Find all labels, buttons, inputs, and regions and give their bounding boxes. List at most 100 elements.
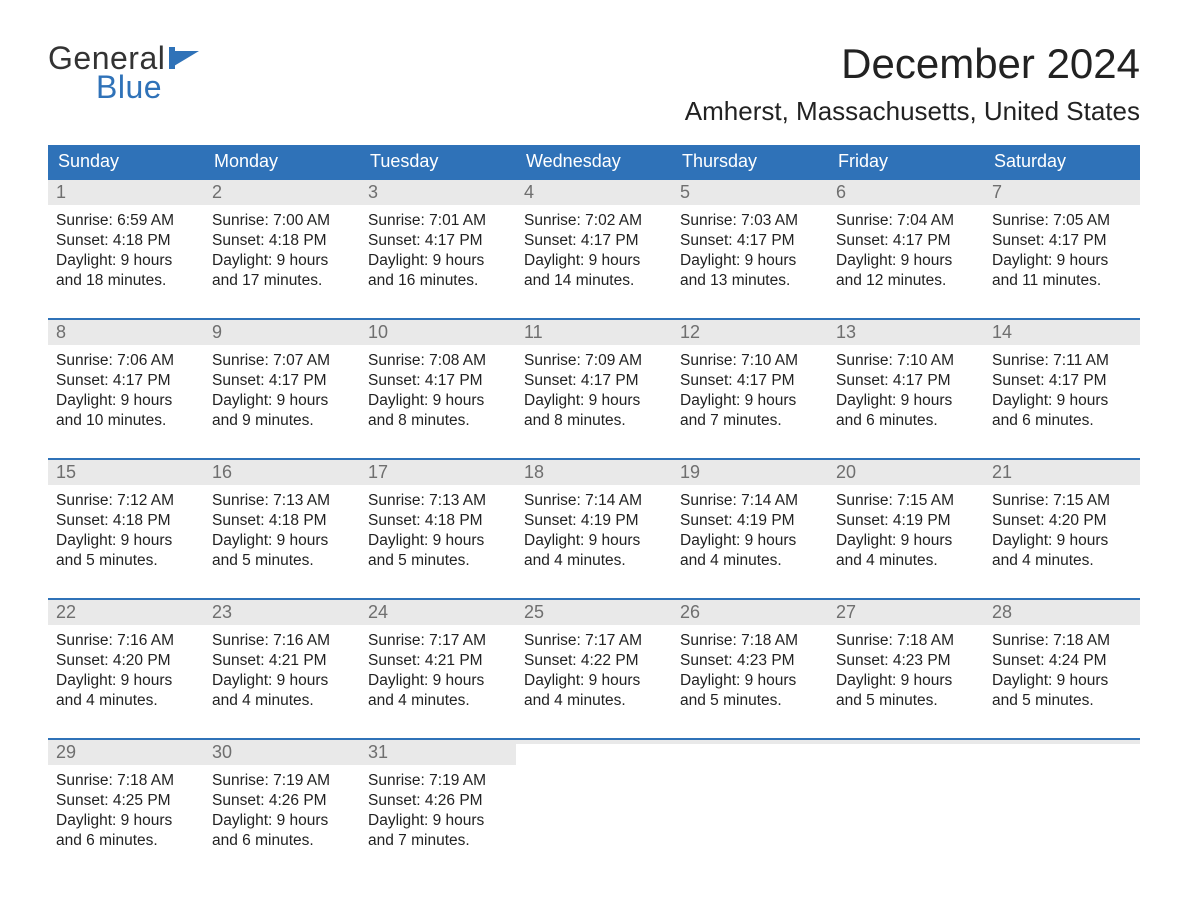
sunset-line: Sunset: 4:24 PM [992, 651, 1132, 671]
daylight-line-2: and 4 minutes. [524, 551, 664, 571]
calendar-day: 7Sunrise: 7:05 AMSunset: 4:17 PMDaylight… [984, 180, 1140, 300]
sunrise-line: Sunrise: 7:18 AM [680, 631, 820, 651]
daylight-line-2: and 6 minutes. [836, 411, 976, 431]
sunrise-line: Sunrise: 7:05 AM [992, 211, 1132, 231]
sunrise-line: Sunrise: 6:59 AM [56, 211, 196, 231]
daylight-line-2: and 4 minutes. [212, 691, 352, 711]
sunset-line: Sunset: 4:18 PM [212, 511, 352, 531]
sunset-line: Sunset: 4:17 PM [56, 371, 196, 391]
day-body: Sunrise: 7:19 AMSunset: 4:26 PMDaylight:… [360, 765, 516, 856]
month-title: December 2024 [685, 40, 1140, 88]
day-body: Sunrise: 7:17 AMSunset: 4:21 PMDaylight:… [360, 625, 516, 716]
daylight-line-2: and 4 minutes. [992, 551, 1132, 571]
daylight-line-1: Daylight: 9 hours [212, 811, 352, 831]
day-body: Sunrise: 7:11 AMSunset: 4:17 PMDaylight:… [984, 345, 1140, 436]
daylight-line-1: Daylight: 9 hours [524, 671, 664, 691]
sunset-line: Sunset: 4:18 PM [56, 511, 196, 531]
calendar-day [984, 740, 1140, 860]
day-body: Sunrise: 7:12 AMSunset: 4:18 PMDaylight:… [48, 485, 204, 576]
day-body: Sunrise: 7:14 AMSunset: 4:19 PMDaylight:… [516, 485, 672, 576]
calendar-day [828, 740, 984, 860]
daylight-line-2: and 5 minutes. [992, 691, 1132, 711]
sunset-line: Sunset: 4:23 PM [836, 651, 976, 671]
day-body: Sunrise: 7:14 AMSunset: 4:19 PMDaylight:… [672, 485, 828, 576]
calendar-day: 21Sunrise: 7:15 AMSunset: 4:20 PMDayligh… [984, 460, 1140, 580]
calendar-day [672, 740, 828, 860]
daylight-line-2: and 6 minutes. [212, 831, 352, 851]
calendar-day: 3Sunrise: 7:01 AMSunset: 4:17 PMDaylight… [360, 180, 516, 300]
sunset-line: Sunset: 4:19 PM [680, 511, 820, 531]
sunset-line: Sunset: 4:17 PM [680, 371, 820, 391]
sunset-line: Sunset: 4:18 PM [56, 231, 196, 251]
daylight-line-1: Daylight: 9 hours [836, 391, 976, 411]
sunrise-line: Sunrise: 7:15 AM [992, 491, 1132, 511]
sunset-line: Sunset: 4:17 PM [212, 371, 352, 391]
daylight-line-1: Daylight: 9 hours [992, 531, 1132, 551]
daylight-line-1: Daylight: 9 hours [368, 251, 508, 271]
day-number: 1 [48, 180, 204, 205]
daylight-line-1: Daylight: 9 hours [836, 251, 976, 271]
calendar-day: 16Sunrise: 7:13 AMSunset: 4:18 PMDayligh… [204, 460, 360, 580]
calendar-day: 25Sunrise: 7:17 AMSunset: 4:22 PMDayligh… [516, 600, 672, 720]
day-number: 19 [672, 460, 828, 485]
day-body: Sunrise: 7:16 AMSunset: 4:20 PMDaylight:… [48, 625, 204, 716]
calendar: SundayMondayTuesdayWednesdayThursdayFrid… [48, 145, 1140, 860]
sunrise-line: Sunrise: 7:13 AM [368, 491, 508, 511]
day-number: 10 [360, 320, 516, 345]
calendar-day: 8Sunrise: 7:06 AMSunset: 4:17 PMDaylight… [48, 320, 204, 440]
daylight-line-1: Daylight: 9 hours [836, 531, 976, 551]
calendar-week: 1Sunrise: 6:59 AMSunset: 4:18 PMDaylight… [48, 178, 1140, 300]
day-number: 29 [48, 740, 204, 765]
daylight-line-2: and 4 minutes. [680, 551, 820, 571]
calendar-day: 26Sunrise: 7:18 AMSunset: 4:23 PMDayligh… [672, 600, 828, 720]
dow-header-cell: Friday [828, 145, 984, 178]
sunrise-line: Sunrise: 7:10 AM [836, 351, 976, 371]
sunset-line: Sunset: 4:17 PM [836, 371, 976, 391]
sunrise-line: Sunrise: 7:07 AM [212, 351, 352, 371]
sunrise-line: Sunrise: 7:11 AM [992, 351, 1132, 371]
day-body: Sunrise: 7:18 AMSunset: 4:23 PMDaylight:… [672, 625, 828, 716]
day-number: 7 [984, 180, 1140, 205]
sunset-line: Sunset: 4:21 PM [212, 651, 352, 671]
daylight-line-2: and 17 minutes. [212, 271, 352, 291]
day-number: 8 [48, 320, 204, 345]
sunset-line: Sunset: 4:19 PM [836, 511, 976, 531]
calendar-day: 12Sunrise: 7:10 AMSunset: 4:17 PMDayligh… [672, 320, 828, 440]
calendar-day: 30Sunrise: 7:19 AMSunset: 4:26 PMDayligh… [204, 740, 360, 860]
calendar-day: 18Sunrise: 7:14 AMSunset: 4:19 PMDayligh… [516, 460, 672, 580]
sunset-line: Sunset: 4:25 PM [56, 791, 196, 811]
daylight-line-1: Daylight: 9 hours [680, 251, 820, 271]
sunrise-line: Sunrise: 7:06 AM [56, 351, 196, 371]
daylight-line-1: Daylight: 9 hours [524, 251, 664, 271]
day-body: Sunrise: 7:00 AMSunset: 4:18 PMDaylight:… [204, 205, 360, 296]
calendar-week: 22Sunrise: 7:16 AMSunset: 4:20 PMDayligh… [48, 598, 1140, 720]
day-number: 2 [204, 180, 360, 205]
day-body: Sunrise: 7:18 AMSunset: 4:23 PMDaylight:… [828, 625, 984, 716]
day-body: Sunrise: 7:17 AMSunset: 4:22 PMDaylight:… [516, 625, 672, 716]
sunset-line: Sunset: 4:19 PM [524, 511, 664, 531]
calendar-day: 13Sunrise: 7:10 AMSunset: 4:17 PMDayligh… [828, 320, 984, 440]
daylight-line-1: Daylight: 9 hours [680, 531, 820, 551]
calendar-day: 24Sunrise: 7:17 AMSunset: 4:21 PMDayligh… [360, 600, 516, 720]
calendar-day: 20Sunrise: 7:15 AMSunset: 4:19 PMDayligh… [828, 460, 984, 580]
daylight-line-1: Daylight: 9 hours [56, 251, 196, 271]
sunrise-line: Sunrise: 7:16 AM [56, 631, 196, 651]
daylight-line-2: and 4 minutes. [368, 691, 508, 711]
sunset-line: Sunset: 4:22 PM [524, 651, 664, 671]
day-number: 12 [672, 320, 828, 345]
day-body: Sunrise: 7:09 AMSunset: 4:17 PMDaylight:… [516, 345, 672, 436]
sunset-line: Sunset: 4:17 PM [368, 231, 508, 251]
sunrise-line: Sunrise: 7:01 AM [368, 211, 508, 231]
day-body: Sunrise: 7:03 AMSunset: 4:17 PMDaylight:… [672, 205, 828, 296]
day-number: 14 [984, 320, 1140, 345]
daylight-line-2: and 8 minutes. [524, 411, 664, 431]
sunset-line: Sunset: 4:18 PM [368, 511, 508, 531]
calendar-day: 17Sunrise: 7:13 AMSunset: 4:18 PMDayligh… [360, 460, 516, 580]
sunrise-line: Sunrise: 7:19 AM [212, 771, 352, 791]
sunrise-line: Sunrise: 7:00 AM [212, 211, 352, 231]
sunrise-line: Sunrise: 7:14 AM [680, 491, 820, 511]
day-number: 17 [360, 460, 516, 485]
day-number: 28 [984, 600, 1140, 625]
sunset-line: Sunset: 4:20 PM [56, 651, 196, 671]
daylight-line-1: Daylight: 9 hours [212, 531, 352, 551]
